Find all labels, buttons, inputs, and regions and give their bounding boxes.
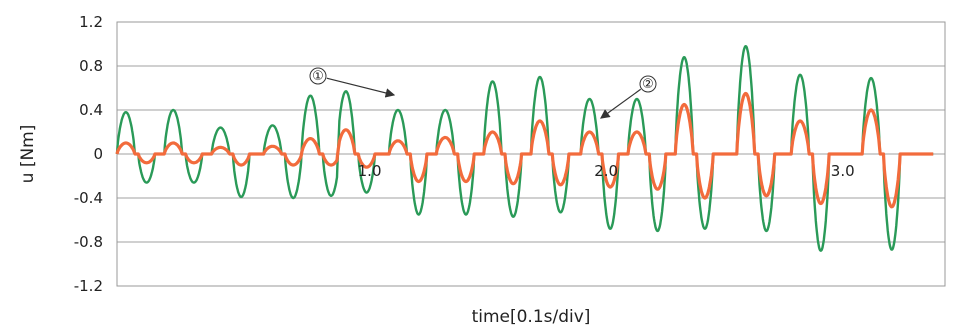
x-tick-labels: 1.0 2.0 3.0 (358, 162, 855, 180)
annotation-label: ② (642, 77, 654, 92)
series-line-orange (115, 91, 935, 209)
y-axis-title: u [Nm] (18, 125, 38, 184)
y-tick-label: 1.2 (79, 13, 103, 31)
annotation-circle (639, 75, 657, 93)
series-group (115, 45, 935, 252)
y-tick-label: -1.2 (74, 277, 103, 295)
y-tick-label: 0.8 (79, 57, 103, 75)
y-tick-labels: 1.2 0.8 0.4 0 -0.4 -0.8 -1.2 (74, 13, 103, 295)
y-tick-label: 0 (93, 145, 103, 163)
annotation-arrow (600, 88, 642, 119)
annotation-label: ① (312, 69, 324, 84)
annotations: ①② (309, 67, 657, 119)
x-tick-label: 1.0 (358, 162, 382, 180)
annotation-circle (309, 67, 327, 85)
x-tick-label: 3.0 (831, 162, 855, 180)
series-line-green (115, 45, 934, 252)
y-tick-label: -0.4 (74, 189, 103, 207)
y-tick-label: 0.4 (79, 101, 103, 119)
x-axis-title: time[0.1s/div] (472, 307, 591, 327)
x-tick-label: 2.0 (594, 162, 618, 180)
annotation-arrow (326, 77, 396, 98)
y-tick-label: -0.8 (74, 233, 103, 251)
